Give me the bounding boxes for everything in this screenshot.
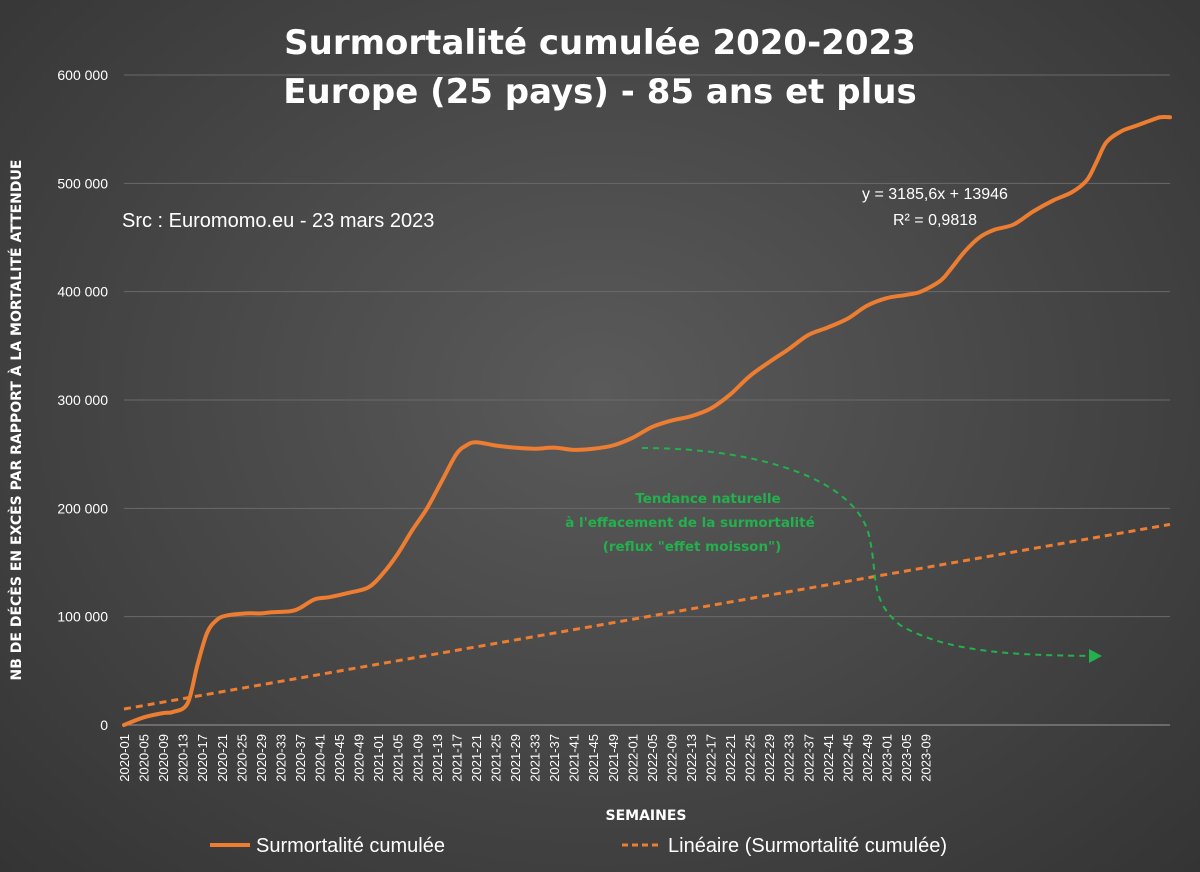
note-line2: à l'effacement de la surmortalité [565, 515, 815, 531]
x-tick-label: 2020-25 [234, 734, 249, 782]
x-tick-label: 2022-05 [645, 734, 660, 782]
source-annotation: Src : Euromomo.eu - 23 mars 2023 [122, 210, 434, 232]
chart-title-line1: Surmortalité cumulée 2020-2023 [284, 23, 916, 63]
x-tick-label: 2021-25 [488, 734, 503, 782]
x-tick-label: 2022-17 [704, 734, 719, 782]
arrow-head-icon [1089, 649, 1102, 663]
x-tick-label: 2022-49 [860, 734, 875, 782]
x-tick-label: 2021-21 [469, 734, 484, 782]
y-tick-label: 200 000 [57, 500, 108, 516]
x-tick-label: 2021-41 [567, 734, 582, 782]
x-tick-label: 2020-33 [273, 734, 288, 782]
x-tick-label: 2022-09 [664, 734, 679, 782]
x-tick-label: 2021-13 [430, 734, 445, 782]
x-tick-label: 2021-37 [547, 734, 562, 782]
x-tick-label: 2023-09 [919, 734, 934, 782]
x-tick-label: 2021-05 [391, 734, 406, 782]
y-tick-label: 500 000 [57, 175, 108, 191]
trend-equation: y = 3185,6x + 13946 [862, 186, 1008, 203]
trend-r-squared: R² = 0,9818 [893, 212, 977, 229]
x-tick-label: 2022-37 [801, 734, 816, 782]
x-tick-label: 2021-29 [508, 734, 523, 782]
x-tick-label: 2020-09 [156, 734, 171, 782]
x-tick-label: 2022-01 [625, 734, 640, 782]
y-tick-label: 100 000 [57, 609, 108, 625]
x-tick-label: 2023-05 [899, 734, 914, 782]
x-tick-label: 2020-01 [117, 734, 132, 782]
x-tick-label: 2022-21 [723, 734, 738, 782]
harvest-effect-arrow [641, 447, 1093, 657]
legend: Surmortalité cumulée Linéaire (Surmortal… [210, 835, 947, 857]
x-tick-label: 2021-17 [449, 734, 464, 782]
series-linear-trend [123, 522, 1171, 711]
chart-title-line2: Europe (25 pays) - 85 ans et plus [283, 72, 916, 112]
x-tick-label: 2020-45 [332, 734, 347, 782]
x-tick-label: 2020-13 [176, 734, 191, 782]
x-tick-label: 2020-49 [352, 734, 367, 782]
y-axis-title: NB DE DÉCÈS EN EXCÈS PAR RAPPORT À LA MO… [8, 160, 25, 681]
y-tick-label: 400 000 [57, 284, 108, 300]
x-tick-label: 2021-09 [410, 734, 425, 782]
note-line3: (reflux "effet moisson") [603, 539, 782, 555]
x-tick-label: 2021-49 [606, 734, 621, 782]
y-tick-label: 600 000 [57, 67, 108, 83]
x-tick-label: 2020-05 [137, 734, 152, 782]
y-tick-label: 0 [100, 717, 108, 733]
x-tick-label: 2021-45 [586, 734, 601, 782]
x-tick-label: 2022-41 [821, 734, 836, 782]
x-tick-label: 2020-29 [254, 734, 269, 782]
x-tick-label: 2021-33 [528, 734, 543, 782]
x-tick-label: 2020-37 [293, 734, 308, 782]
legend-label-cumulative: Surmortalité cumulée [256, 835, 445, 857]
x-tick-label: 2022-33 [782, 734, 797, 782]
note-line1: Tendance naturelle [635, 491, 780, 507]
legend-label-linear: Linéaire (Surmortalité cumulée) [668, 835, 947, 857]
y-tick-label: 300 000 [57, 392, 108, 408]
x-tick-label: 2020-17 [195, 734, 210, 782]
x-axis-title: SEMAINES [606, 808, 687, 824]
x-tick-label: 2022-13 [684, 734, 699, 782]
series-cumulative-excess [122, 115, 1172, 727]
x-tick-label: 2020-21 [215, 734, 230, 782]
x-tick-label: 2022-45 [840, 734, 855, 782]
x-tick-label: 2020-41 [313, 734, 328, 782]
x-tick-label: 2021-01 [371, 734, 386, 782]
x-tick-label: 2022-25 [743, 734, 758, 782]
x-tick-label: 2022-29 [762, 734, 777, 782]
x-tick-label: 2023-01 [880, 734, 895, 782]
